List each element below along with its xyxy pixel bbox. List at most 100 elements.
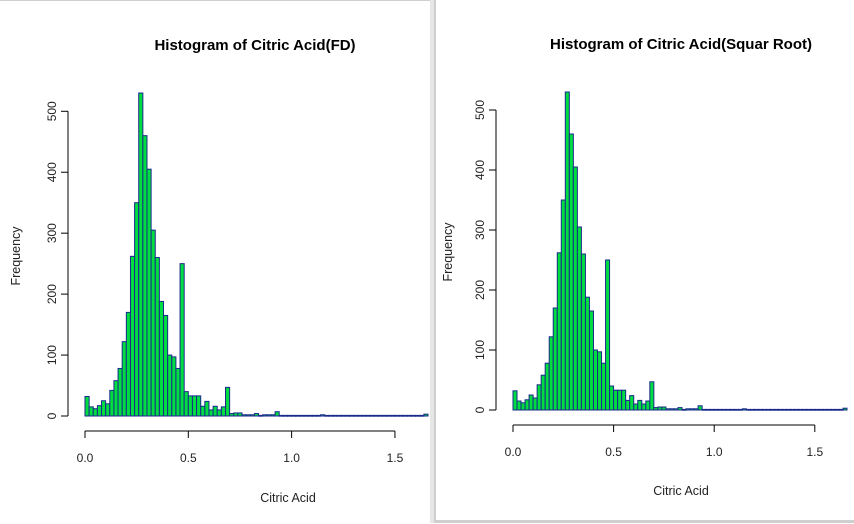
histogram-bar xyxy=(753,408,759,411)
y-tick-label: 200 xyxy=(473,280,487,300)
y-tick-label: 500 xyxy=(45,101,59,121)
histogram-bar xyxy=(163,314,169,417)
histogram-bar xyxy=(637,399,643,411)
histogram-bar xyxy=(564,91,570,411)
histogram-bar xyxy=(794,408,800,411)
histogram-bar xyxy=(191,395,198,417)
y-tick-label: 200 xyxy=(45,284,59,304)
histogram-bar xyxy=(390,414,396,417)
histogram-bar xyxy=(834,408,840,411)
histogram-bar xyxy=(806,408,812,411)
histogram-bar xyxy=(348,414,355,417)
histogram-bar xyxy=(282,414,288,417)
histogram-bar xyxy=(92,408,98,417)
y-tick-label: 400 xyxy=(45,162,59,182)
histogram-bar xyxy=(782,408,788,411)
histogram-bar xyxy=(629,395,635,411)
histogram-bar xyxy=(802,408,808,411)
histogram-panel-fd: Histogram of Citric Acid(FD) Citric Acid… xyxy=(0,0,430,505)
histogram-bar xyxy=(568,133,574,411)
histogram-bar xyxy=(633,403,639,411)
x-tick-label: 1.5 xyxy=(387,451,404,465)
histogram-bar xyxy=(229,413,235,417)
histogram-bar xyxy=(838,408,844,411)
histogram-bar xyxy=(572,166,578,411)
histogram-bars xyxy=(84,92,429,417)
chart-title: Histogram of Citric Acid(FD) xyxy=(154,37,355,54)
x-tick-label: 0.5 xyxy=(605,445,622,459)
histogram-bar xyxy=(303,414,309,417)
histogram-bar xyxy=(798,408,804,411)
histogram-bar xyxy=(601,362,607,411)
histogram-bar xyxy=(786,408,792,411)
histogram-bar xyxy=(685,408,691,411)
histogram-bar xyxy=(556,252,562,411)
histogram-bar xyxy=(665,408,671,411)
histogram-bar xyxy=(810,408,816,411)
histogram-bar xyxy=(822,408,828,411)
histogram-bar xyxy=(766,408,772,411)
y-axis-label: Frequency xyxy=(441,222,455,282)
histogram-bar xyxy=(270,414,276,417)
histogram-bar xyxy=(154,257,160,417)
chart-axes: 0 100 200 300 400 500 0.0 0.5 1.0 1.5 xyxy=(473,100,823,459)
histogram-bar xyxy=(134,202,140,417)
histogram-bar xyxy=(150,229,156,417)
histogram-bar xyxy=(361,414,367,417)
x-tick-label: 0.5 xyxy=(180,451,197,465)
y-tick-label: 400 xyxy=(473,160,487,180)
histogram-bar xyxy=(757,408,763,411)
histogram-bar xyxy=(225,386,231,417)
histogram-bar xyxy=(528,394,534,411)
histogram-bar xyxy=(697,405,703,411)
histogram-bar xyxy=(677,407,683,411)
histogram-bar xyxy=(778,408,784,411)
histogram-bar xyxy=(406,414,412,417)
histogram-bar xyxy=(645,400,651,411)
histogram-bar xyxy=(605,259,611,411)
histogram-bar xyxy=(584,296,590,411)
histogram-bar xyxy=(175,367,181,417)
histogram-bar xyxy=(262,414,268,417)
histogram-bar xyxy=(113,380,119,417)
histogram-bar xyxy=(204,400,210,417)
histogram-bar xyxy=(830,408,836,411)
histogram-bar xyxy=(818,408,824,411)
histogram-bar xyxy=(96,405,103,417)
histogram-bars xyxy=(512,91,848,411)
histogram-bar xyxy=(770,408,776,411)
histogram-bar xyxy=(253,413,260,417)
histogram-bar xyxy=(657,406,663,411)
histogram-bar xyxy=(548,336,554,411)
histogram-bar xyxy=(576,226,582,411)
histogram-bar xyxy=(544,362,550,411)
histogram-bar xyxy=(274,411,280,417)
histogram-bar xyxy=(737,408,743,411)
histogram-bar xyxy=(741,408,747,411)
histogram-bar xyxy=(179,263,185,417)
histogram-bar xyxy=(344,414,350,417)
histogram-bar xyxy=(324,414,330,417)
histogram-bar xyxy=(653,407,659,411)
histogram-bar xyxy=(649,381,655,411)
histogram-bar xyxy=(109,389,115,417)
histogram-bar xyxy=(733,408,739,411)
histogram-bar xyxy=(311,414,317,417)
histogram-bar xyxy=(560,199,566,411)
y-tick-label: 0 xyxy=(473,406,487,413)
histogram-bar xyxy=(580,253,586,411)
histogram-bar xyxy=(286,414,293,417)
histogram-bar xyxy=(524,399,530,411)
histogram-bar xyxy=(299,414,305,417)
histogram-bar xyxy=(386,414,392,417)
histogram-bar xyxy=(183,391,189,417)
histogram-bar xyxy=(842,407,848,411)
histogram-bar xyxy=(249,414,255,417)
histogram-bar xyxy=(328,414,334,417)
histogram-bar xyxy=(749,408,755,411)
histogram-bar xyxy=(196,395,202,417)
histogram-bar xyxy=(216,409,222,417)
histogram-bar xyxy=(142,135,148,417)
histogram-bar xyxy=(661,406,667,411)
y-axis-label: Frequency xyxy=(9,226,23,286)
